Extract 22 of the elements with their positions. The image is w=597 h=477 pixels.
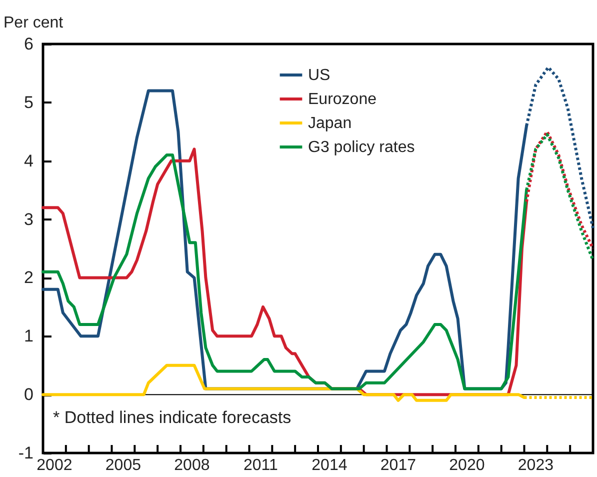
x-tick-label: 2002: [36, 457, 72, 474]
y-tick-label: 0: [24, 385, 34, 404]
x-tick-label: 2008: [174, 457, 210, 474]
x-tick-label: 2014: [312, 457, 348, 474]
x-tick-label: 2023: [518, 457, 554, 474]
y-tick-label: -1: [18, 444, 34, 462]
x-tick-label: 2017: [380, 457, 416, 474]
legend-label: G3 policy rates: [308, 139, 415, 156]
y-tick-label: 4: [24, 151, 34, 170]
x-tick-label: 2005: [105, 457, 142, 474]
y-tick-label: 2: [24, 268, 34, 288]
legend-label: Eurozone: [308, 91, 377, 108]
x-tick-label: 2020: [449, 457, 485, 474]
y-tick-label: 6: [24, 34, 34, 54]
legend-label: Japan: [308, 115, 352, 132]
y-axis-title: Per cent: [4, 14, 64, 32]
y-tick-label: 5: [24, 92, 34, 112]
y-tick-label: 1: [24, 326, 34, 346]
annotation: * Dotted lines indicate forecasts: [53, 408, 292, 427]
x-tick-label: 2011: [244, 457, 278, 474]
y-tick-label: 3: [24, 210, 34, 229]
legend-label: US: [308, 67, 330, 84]
